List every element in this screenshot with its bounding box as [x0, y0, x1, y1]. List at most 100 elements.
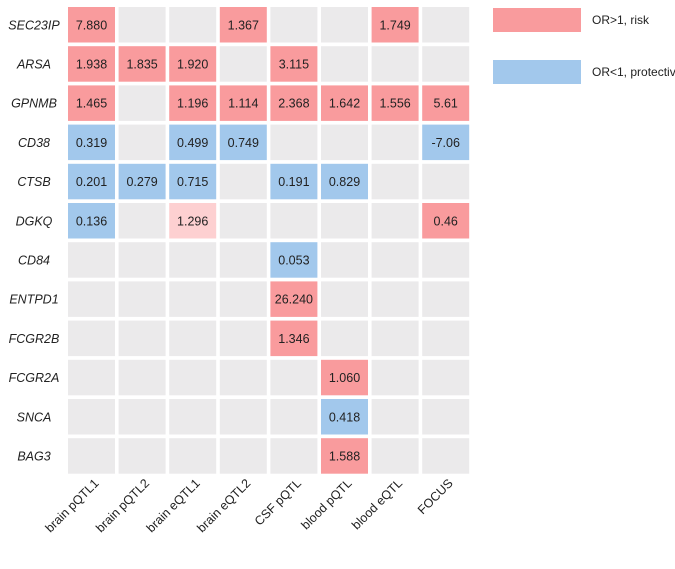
heatmap-cell: [321, 359, 368, 396]
heatmap-cell: [118, 163, 166, 200]
column-label: FOCUS: [415, 476, 456, 517]
cell-value-label: 0.499: [177, 136, 208, 150]
heatmap-cell: [118, 242, 166, 278]
cell-value-label: 7.880: [76, 18, 107, 32]
cell-value-label: 0.418: [329, 410, 360, 424]
heatmap-cell: [270, 359, 318, 396]
heatmap-cell: [169, 281, 217, 317]
heatmap-cell: [321, 281, 368, 317]
heatmap-cell: [118, 124, 166, 161]
cell-value-label: 5.61: [434, 97, 458, 111]
heatmap-cell: [422, 359, 470, 396]
heatmap-cell: [321, 163, 368, 200]
heatmap-cell: [68, 242, 115, 278]
heatmap-cell: [118, 85, 166, 121]
heatmap-cell: [422, 399, 470, 435]
heatmap-cell: [169, 124, 217, 161]
column-label: blood eQTL: [349, 476, 405, 532]
heatmap-cell: [321, 85, 368, 121]
heatmap-cell: [422, 124, 470, 161]
heatmap-cell: [68, 124, 115, 161]
heatmap-cell: [321, 46, 368, 82]
cell-value-label: 1.556: [379, 97, 410, 111]
heatmap-cell: [169, 359, 217, 396]
heatmap-cell: [169, 163, 217, 200]
cell-value-label: 1.196: [177, 97, 208, 111]
cell-value-label: 0.749: [228, 136, 259, 150]
heatmap-cell: [118, 320, 166, 357]
heatmap-cell: [118, 46, 166, 82]
heatmap-cell: [270, 163, 318, 200]
heatmap-cell: [219, 163, 267, 200]
cell-value-label: 0.136: [76, 214, 107, 228]
heatmap-cell: [68, 399, 115, 435]
heatmap-cell: [68, 7, 115, 43]
heatmap-cell: [422, 242, 470, 278]
row-label-sec23ip: SEC23IP: [8, 18, 60, 32]
cell-value-label: 1.938: [76, 57, 107, 71]
cell-value-label: 0.053: [278, 253, 309, 267]
column-label: blood pQTL: [299, 476, 355, 532]
heatmap-cell: [219, 438, 267, 474]
heatmap-cell: [422, 7, 470, 43]
legend-swatch: [493, 60, 581, 84]
heatmap-cell: [219, 203, 267, 239]
heatmap-cell: [219, 281, 267, 317]
heatmap-cell: [270, 85, 318, 121]
row-label-ctsb: CTSB: [17, 175, 50, 189]
row-label-cd38: CD38: [18, 136, 50, 150]
heatmap-cell: [422, 320, 470, 357]
heatmap-cell: [169, 203, 217, 239]
heatmap-cell: [371, 242, 419, 278]
cell-value-label: 0.319: [76, 136, 107, 150]
heatmap-cell: [169, 320, 217, 357]
heatmap-cell: [219, 399, 267, 435]
heatmap-cell: [219, 124, 267, 161]
row-label-cd84: CD84: [18, 253, 50, 267]
heatmap-cell: [169, 46, 217, 82]
heatmap-cell: [68, 85, 115, 121]
cell-value-label: 1.835: [126, 57, 157, 71]
heatmap-cell: [219, 85, 267, 121]
heatmap-cell: [118, 203, 166, 239]
heatmap-cell: [422, 438, 470, 474]
heatmap-cell: [169, 438, 217, 474]
heatmap-cell: [219, 320, 267, 357]
heatmap-cell: [422, 203, 470, 239]
cell-value-label: 1.296: [177, 214, 208, 228]
heatmap-cell: [371, 7, 419, 43]
heatmap-cell: [371, 320, 419, 357]
heatmap-cell: [371, 85, 419, 121]
heatmap-cell: [270, 438, 318, 474]
column-label: CSF pQTL: [252, 476, 304, 528]
cell-value-label: 1.642: [329, 97, 360, 111]
heatmap-cell: [270, 320, 318, 357]
heatmap-cell: [371, 46, 419, 82]
cell-value-label: 0.279: [126, 175, 157, 189]
heatmap-cell: [321, 242, 368, 278]
legend-label: OR<1, protective: [592, 65, 675, 79]
heatmap-cell: [68, 438, 115, 474]
heatmap-cell: [321, 399, 368, 435]
cell-value-label: 2.368: [278, 97, 309, 111]
heatmap-cell: [270, 124, 318, 161]
row-label-dgkq: DGKQ: [16, 214, 53, 228]
cell-value-label: 1.114: [228, 97, 258, 111]
heatmap-cell: [270, 7, 318, 43]
heatmap-cell: [68, 359, 115, 396]
cell-value-label: 0.201: [76, 175, 107, 189]
row-label-bag3: BAG3: [17, 449, 50, 463]
heatmap-cell: [270, 46, 318, 82]
cell-value-label: 0.829: [329, 175, 360, 189]
heatmap-cell: [68, 46, 115, 82]
heatmap-cell: [270, 242, 318, 278]
heatmap-cell: [118, 399, 166, 435]
heatmap-cell: [321, 438, 368, 474]
heatmap-cell: [371, 163, 419, 200]
row-label-snca: SNCA: [17, 410, 52, 424]
legend-swatch: [493, 8, 581, 32]
heatmap-cell: [371, 124, 419, 161]
heatmap-cell: [219, 7, 267, 43]
cell-value-label: -7.06: [431, 136, 460, 150]
